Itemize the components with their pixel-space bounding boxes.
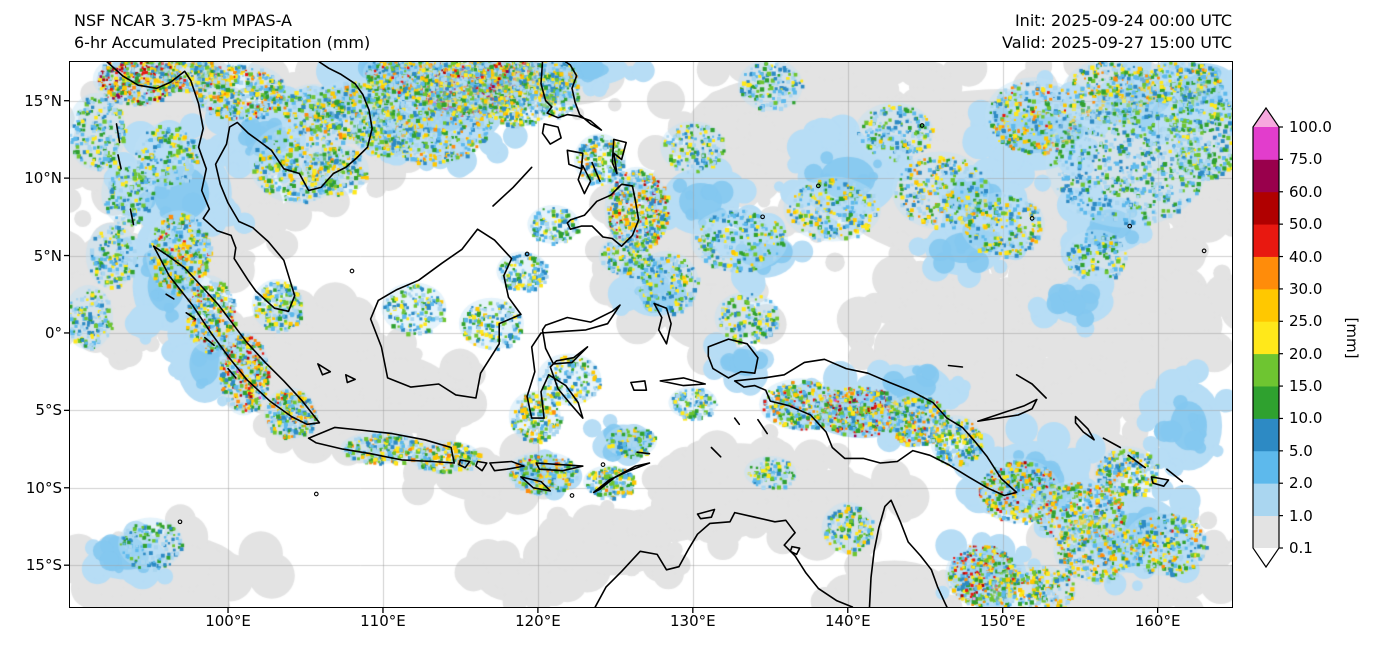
- y-tick-label: 0°: [44, 323, 62, 342]
- init-time: Init: 2025-09-24 00:00 UTC: [1014, 11, 1232, 30]
- colorbar-tick-label: 20.0: [1289, 344, 1323, 363]
- colorbar: [1252, 106, 1283, 569]
- y-tick-label: 5°N: [33, 246, 62, 265]
- x-tick-label: 110°E: [360, 612, 406, 630]
- colorbar-tick-label: 2.0: [1289, 474, 1313, 493]
- product-title: 6-hr Accumulated Precipitation (mm): [74, 33, 371, 52]
- colorbar-tick-label: 60.0: [1289, 182, 1323, 201]
- colorbar-tick-label: 40.0: [1289, 247, 1323, 266]
- colorbar-tick-label: 5.0: [1289, 441, 1313, 460]
- y-tick-label: 15°N: [24, 91, 62, 110]
- colorbar-tick-label: 15.0: [1289, 377, 1323, 396]
- colorbar-tick-label: 75.0: [1289, 150, 1323, 169]
- colorbar-tick-label: 100.0: [1289, 118, 1332, 136]
- x-tick-label: 150°E: [979, 612, 1026, 630]
- figure-times: Init: 2025-09-24 00:00 UTC Valid: 2025-0…: [1002, 10, 1232, 54]
- colorbar-tick-label: 10.0: [1289, 409, 1323, 428]
- y-tick-label: 15°S: [25, 556, 62, 575]
- model-title: NSF NCAR 3.75-km MPAS-A: [74, 11, 292, 30]
- colorbar-unit-label: [mm]: [1343, 317, 1361, 359]
- y-tick-label: 10°S: [25, 478, 62, 497]
- colorbar-tick-label: 0.1: [1289, 539, 1313, 557]
- colorbar-tick-label: 1.0: [1289, 506, 1313, 525]
- figure-titles: NSF NCAR 3.75-km MPAS-A 6-hr Accumulated…: [74, 10, 370, 54]
- y-tick-label: 5°S: [35, 401, 62, 420]
- x-tick-label: 130°E: [670, 612, 716, 630]
- colorbar-tick-label: 25.0: [1289, 312, 1323, 331]
- y-tick-label: 10°N: [24, 169, 62, 188]
- precipitation-field-canvas: [70, 62, 1232, 607]
- colorbar-tick-label: 30.0: [1289, 279, 1323, 298]
- colorbar-tick-label: 50.0: [1289, 215, 1323, 234]
- map-plot-area: [69, 61, 1233, 608]
- x-tick-label: 140°E: [824, 612, 871, 630]
- coastlines-svg: [106, 62, 1207, 607]
- x-tick-label: 160°E: [1134, 612, 1181, 630]
- valid-time: Valid: 2025-09-27 15:00 UTC: [1001, 33, 1232, 52]
- x-tick-label: 100°E: [205, 612, 251, 630]
- x-tick-label: 120°E: [515, 612, 561, 630]
